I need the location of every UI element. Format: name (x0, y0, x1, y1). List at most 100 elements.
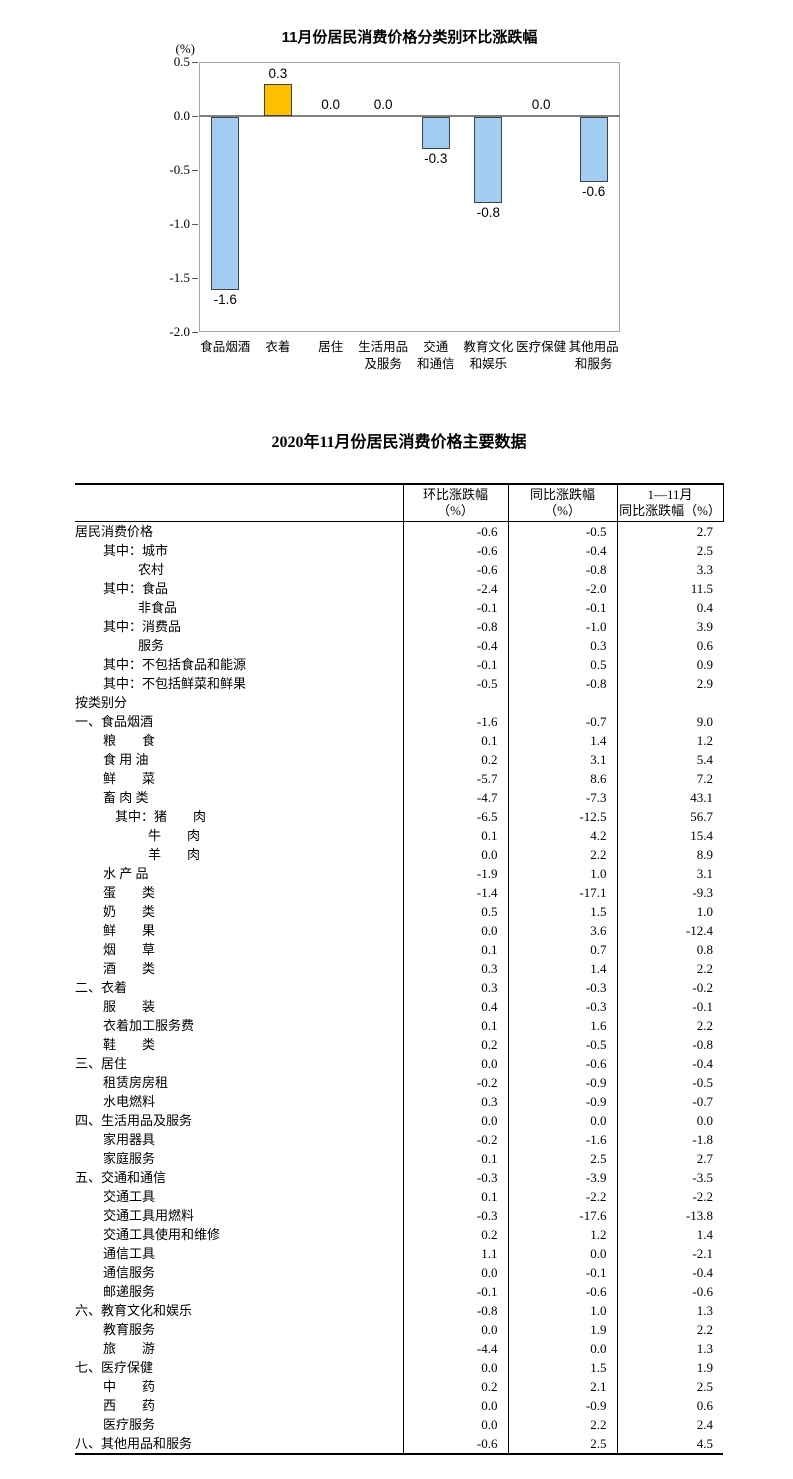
table-row: 食 用 油 0.2 3.1 5.4 (75, 750, 723, 769)
row-value: -0.6 (402, 521, 508, 541)
row-value: -2.2 (616, 1187, 723, 1206)
row-value: 15.4 (616, 826, 723, 845)
table-title: 2020年11月份居民消费价格主要数据 (271, 434, 527, 451)
row-value: -0.1 (402, 655, 508, 674)
row-value: 1.2 (507, 1225, 617, 1244)
row-label: 交通工具用燃料 (103, 1208, 195, 1223)
row-value: -0.6 (402, 560, 508, 579)
row-value: -0.8 (402, 1301, 508, 1320)
row-value: 2.2 (616, 1320, 723, 1339)
table-row: 鞋 类 0.2 -0.5 -0.8 (75, 1035, 723, 1054)
table-row: 医疗服务 0.0 2.2 2.4 (75, 1415, 723, 1434)
row-value: -12.5 (507, 807, 617, 826)
row-value: -0.9 (507, 1092, 617, 1111)
row-value: -0.1 (507, 598, 617, 617)
row-value: -0.8 (507, 674, 617, 693)
y-tick-mark (192, 62, 198, 63)
table-row: 其中：猪 肉 -6.5 -12.5 56.7 (75, 807, 723, 826)
table-row: 其中：食品 -2.4 -2.0 11.5 (75, 579, 723, 598)
row-label: 衣着加工服务费 (103, 1018, 195, 1033)
row-label: 三、居住 (75, 1056, 128, 1071)
header-cell-empty (75, 484, 403, 522)
row-label: 其中：消费品 (103, 619, 182, 634)
row-label: 家用器具 (103, 1132, 156, 1147)
row-value: 0.0 (402, 1263, 508, 1282)
table-row: 畜 肉 类 -4.7 -7.3 43.1 (75, 788, 723, 807)
row-value: -3.9 (507, 1168, 617, 1187)
row-value: 0.1 (402, 940, 508, 959)
table-row: 其中：消费品 -0.8 -1.0 3.9 (75, 617, 723, 636)
bar-value-label: -1.6 (213, 291, 237, 307)
row-value: 0.5 (402, 902, 508, 921)
row-value: -0.8 (616, 1035, 723, 1054)
table-row: 鲜 菜 -5.7 8.6 7.2 (75, 769, 723, 788)
row-label: 鞋 类 (103, 1037, 156, 1052)
row-value: 0.6 (616, 636, 723, 655)
row-value: -2.1 (616, 1244, 723, 1263)
table-row: 其中：城市 -0.6 -0.4 2.5 (75, 541, 723, 560)
x-category-label: 教育文化 和娱乐 (442, 339, 534, 373)
row-value: 2.2 (616, 1016, 723, 1035)
row-label: 租赁房房租 (103, 1075, 169, 1090)
x-category-label-line: 居住 (318, 340, 344, 354)
y-axis-unit-label: (%) (175, 41, 196, 56)
row-value: 3.6 (507, 921, 617, 940)
table-row: 奶 类 0.5 1.5 1.0 (75, 902, 723, 921)
row-value: 0.0 (616, 1111, 723, 1130)
x-category-label-line: 和服务 (574, 357, 613, 371)
x-category-label: 生活用品 及服务 (337, 339, 429, 373)
row-value: -0.6 (507, 1054, 617, 1073)
table-row: 八、其他用品和服务 -0.6 2.5 4.5 (75, 1434, 723, 1454)
header-line: （%） (437, 503, 474, 518)
table-row: 酒 类 0.3 1.4 2.2 (75, 959, 723, 978)
row-value: 1.4 (507, 959, 617, 978)
chart-bar (579, 117, 608, 182)
table-row: 牛 肉 0.1 4.2 15.4 (75, 826, 723, 845)
row-value: 2.9 (616, 674, 723, 693)
row-label: 八、其他用品和服务 (75, 1436, 193, 1451)
row-value: 0.7 (507, 940, 617, 959)
row-value: 0.0 (402, 1415, 508, 1434)
table-row: 二、衣着 0.3 -0.3 -0.2 (75, 978, 723, 997)
row-value: 1.3 (616, 1301, 723, 1320)
row-value: -0.6 (402, 541, 508, 560)
row-label: 中 药 (103, 1379, 156, 1394)
row-value: 2.7 (616, 521, 723, 541)
bar-value-label: -0.6 (582, 183, 606, 199)
row-value: 4.5 (616, 1434, 723, 1454)
table-row: 农村 -0.6 -0.8 3.3 (75, 560, 723, 579)
row-value: 2.5 (616, 1377, 723, 1396)
row-value: -1.6 (402, 712, 508, 731)
row-label: 蛋 类 (103, 885, 156, 900)
table-row: 其中：不包括食品和能源 -0.1 0.5 0.9 (75, 655, 723, 674)
table-row: 六、教育文化和娱乐 -0.8 1.0 1.3 (75, 1301, 723, 1320)
row-value: -1.0 (507, 617, 617, 636)
row-value: 0.3 (402, 978, 508, 997)
row-value: -0.7 (507, 712, 617, 731)
row-value: 0.9 (616, 655, 723, 674)
bar-value-label: -0.3 (424, 151, 448, 167)
row-value: -0.4 (402, 636, 508, 655)
row-label: 交通工具使用和维修 (103, 1227, 221, 1242)
row-value: 0.3 (402, 1092, 508, 1111)
table-row: 交通工具 0.1 -2.2 -2.2 (75, 1187, 723, 1206)
row-value: -0.3 (402, 1206, 508, 1225)
row-value: 3.1 (507, 750, 617, 769)
row-value: 1.5 (507, 902, 617, 921)
bar-value-label: 0.0 (373, 97, 393, 112)
x-category-label-line: 医疗保健 (516, 340, 567, 354)
cpi-data-table: 环比涨跌幅 （%） 同比涨跌幅 （%） 1—11月 同比涨跌幅（%） 居民消费价格 -0.6… (75, 483, 724, 1455)
row-value: -9.3 (616, 883, 723, 902)
row-label: 牛 肉 (148, 828, 201, 843)
row-value: -0.4 (616, 1054, 723, 1073)
table-row: 水 产 品 -1.9 1.0 3.1 (75, 864, 723, 883)
row-value: 0.0 (402, 1320, 508, 1339)
table-row: 交通工具使用和维修 0.2 1.2 1.4 (75, 1225, 723, 1244)
x-category-label-line: 食品烟酒 (200, 340, 251, 354)
row-label: 非食品 (138, 600, 178, 615)
y-tick-label: -1.0 (169, 216, 190, 231)
header-line (75, 487, 403, 503)
row-label: 其中：不包括鲜菜和鲜果 (103, 676, 247, 691)
table-row: 通信服务 0.0 -0.1 -0.4 (75, 1263, 723, 1282)
